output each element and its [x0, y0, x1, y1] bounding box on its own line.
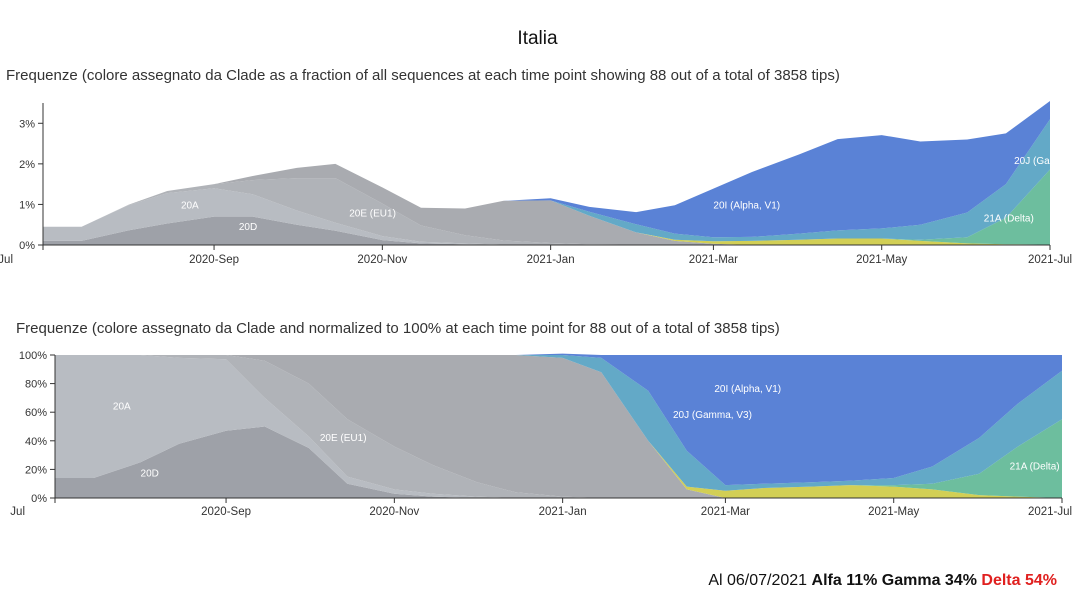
- footer-gamma: Gamma 34%: [881, 572, 977, 589]
- x-tick-label: 2021-Jul: [1028, 254, 1072, 266]
- chart-1-areas: [43, 101, 1050, 245]
- area-other: [43, 163, 1050, 245]
- x-tick-label: 2021-May: [856, 254, 907, 266]
- x-tick-label: 2020-Nov: [369, 506, 419, 518]
- chart-1-title: Frequenze (colore assegnato da Clade as …: [6, 67, 840, 84]
- footer-date: Al 06/07/2021: [708, 572, 808, 589]
- area-label: 21A (Delta): [1010, 461, 1060, 472]
- x-tick-label: 2020-Sep: [189, 254, 239, 266]
- x-tick-label: 2021-Jul: [1028, 506, 1072, 518]
- area-20a: [55, 355, 1062, 498]
- area-label: 20I (Alpha, V1): [714, 384, 781, 395]
- x-tick-label: Jul: [10, 506, 25, 518]
- x-tick-label: 2021-Jan: [527, 254, 575, 266]
- area-20d: [55, 426, 1062, 498]
- x-tick-label: 2021-Mar: [689, 254, 738, 266]
- y-tick-label: 60%: [25, 407, 47, 419]
- x-tick-label: 2020-Sep: [201, 506, 251, 518]
- area-label: 20E (EU1): [349, 209, 396, 220]
- x-tick-label: 2020-Nov: [357, 254, 407, 266]
- area-20j-gamma-v3: [43, 119, 1050, 242]
- area-label: 21A (Delta): [984, 213, 1034, 224]
- area-20e-eu1: [43, 178, 1050, 245]
- area-label: 20A: [181, 200, 199, 211]
- area-label: 20I (Alpha, V1): [713, 200, 780, 211]
- area-20i-alpha-v1: [55, 353, 1062, 486]
- area-label: 20D: [239, 222, 257, 233]
- page-title: Italia: [517, 28, 558, 49]
- y-tick-label: 40%: [25, 436, 47, 448]
- y-tick-label: 0%: [31, 493, 47, 505]
- y-tick-label: 20%: [25, 464, 47, 476]
- x-tick-label: 2021-May: [868, 506, 919, 518]
- y-tick-label: 80%: [25, 379, 47, 391]
- y-tick-label: 100%: [19, 350, 47, 362]
- area-20i-alpha-v1: [43, 101, 1050, 238]
- area-20e-eu1: [55, 355, 1062, 498]
- x-tick-label: Jul: [0, 254, 13, 266]
- area-label: 20A: [113, 401, 131, 412]
- area-20d: [43, 216, 1050, 245]
- y-tick-label: 3%: [19, 118, 35, 130]
- area-20j-gamma-v3: [55, 355, 1062, 491]
- chart-2-normalized: 0% 20% 40% 60% 80% 100% Jul 2020-Sep 2020-Nov 202…: [10, 350, 1072, 518]
- area-label: 20E (EU1): [320, 433, 367, 444]
- x-tick-label: 2021-Mar: [701, 506, 750, 518]
- y-tick-label: 0%: [19, 240, 35, 252]
- area-label: 20J (Gamm: [1014, 156, 1066, 167]
- area-label: 20J (Gamma, V3): [673, 410, 752, 421]
- footer-summary: Al 06/07/2021 Alfa 11% Gamma 34% Delta 5…: [708, 572, 1057, 590]
- chart-2-title: Frequenze (colore assegnato da Clade and…: [16, 320, 780, 337]
- x-tick-label: 2021-Jan: [539, 506, 587, 518]
- area-21a-delta: [55, 355, 1062, 498]
- chart-2-areas: [55, 353, 1062, 498]
- y-tick-label: 2%: [19, 159, 35, 171]
- chart-1-frequency: 0% 1% 2% 3% Jul 2020-Sep 2020-Nov 2021-Jan 2021-…: [0, 101, 1072, 266]
- area-label: 20D: [141, 469, 159, 480]
- y-tick-label: 1%: [19, 199, 35, 211]
- footer-delta: Delta 54%: [981, 572, 1057, 589]
- area-other: [55, 355, 1062, 498]
- footer-alfa: Alfa 11%: [811, 572, 878, 589]
